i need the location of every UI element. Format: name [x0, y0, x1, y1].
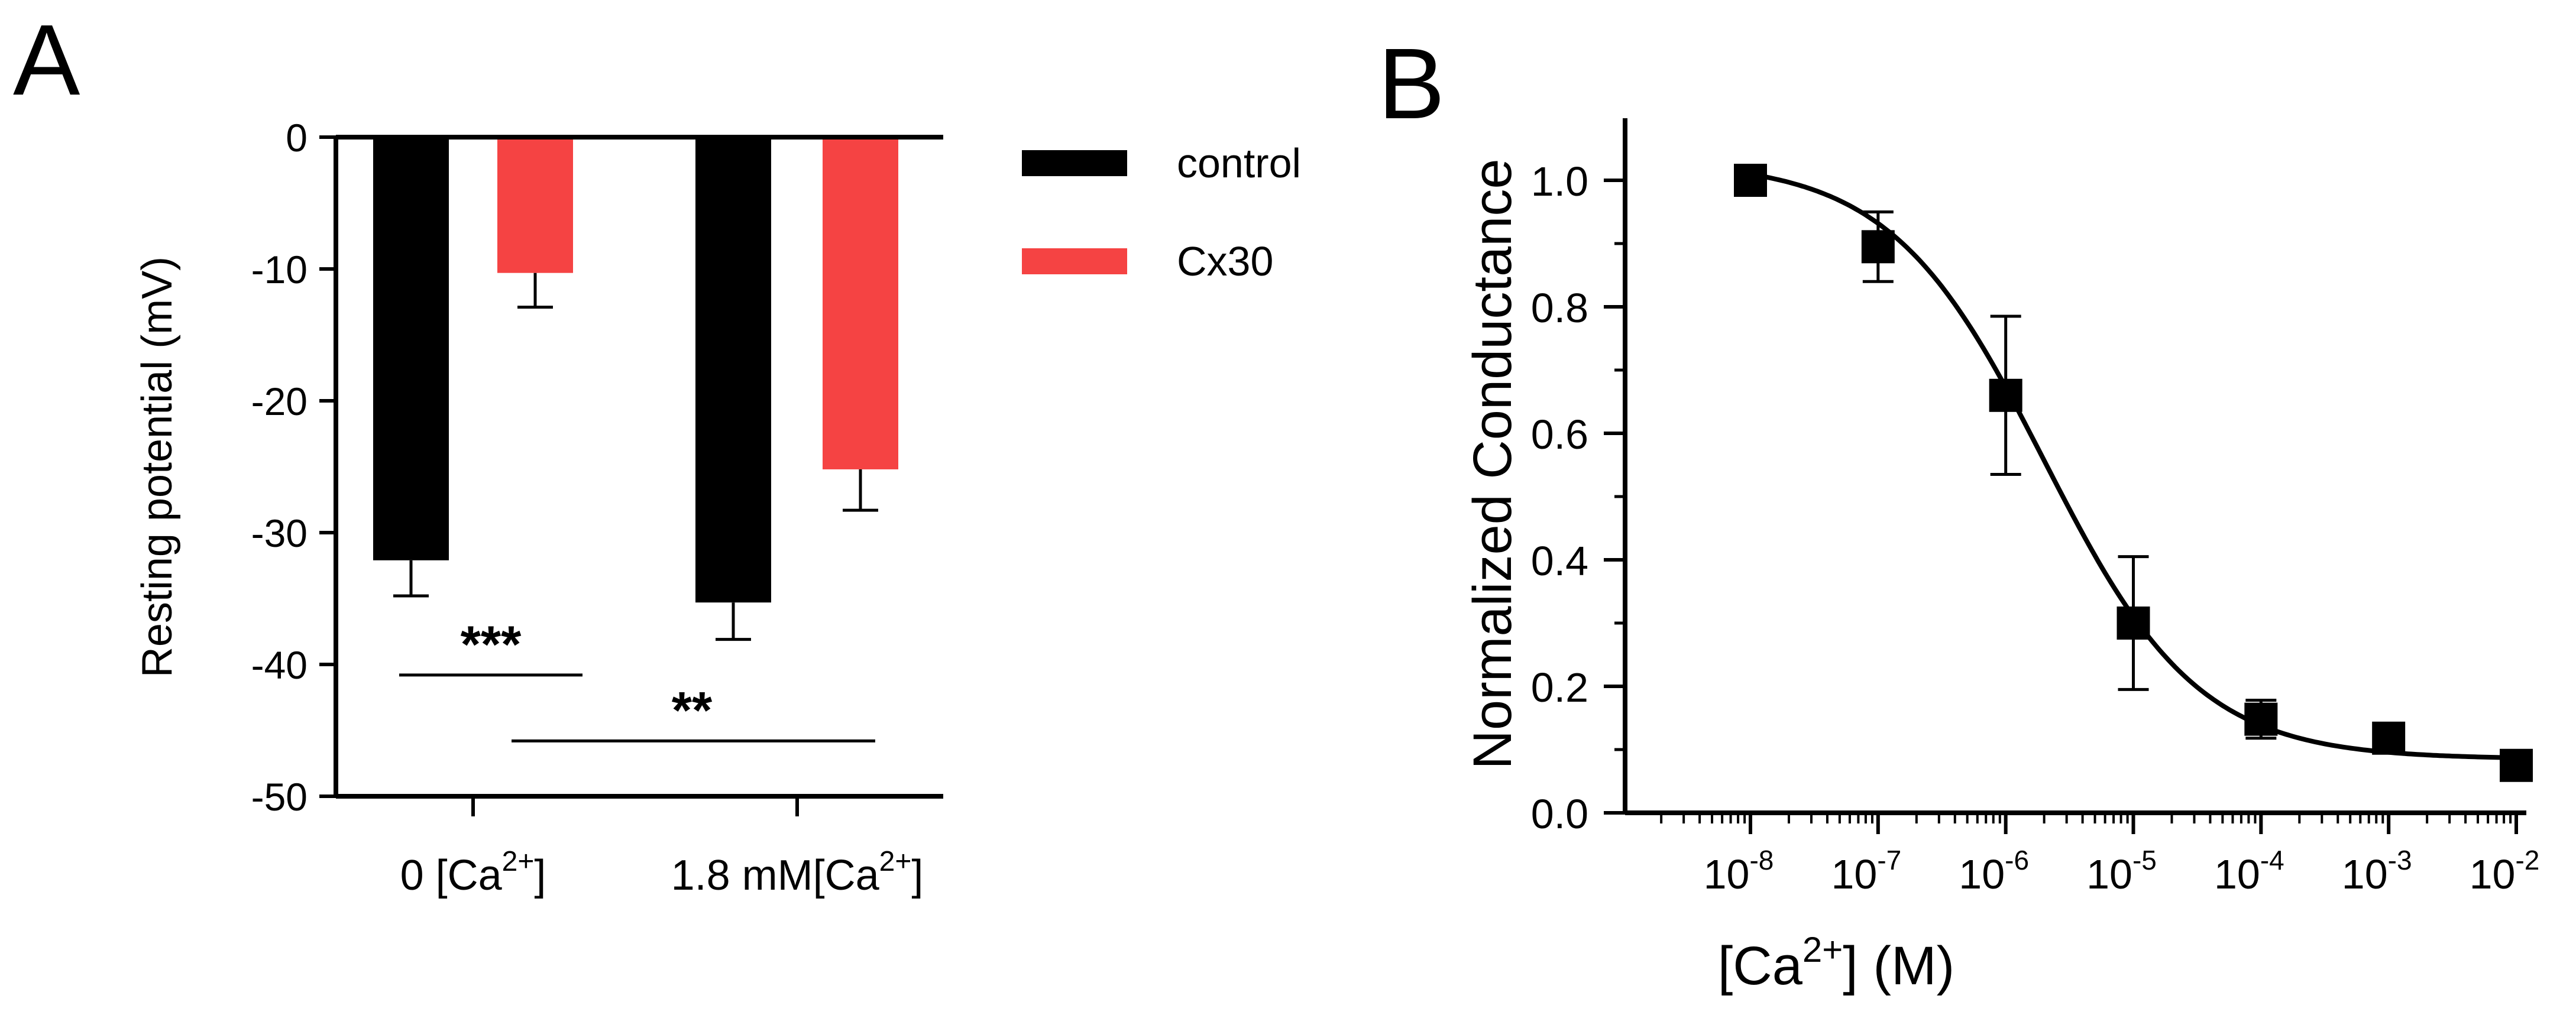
x-tick-exponent: -5	[2132, 845, 2157, 875]
x-tick-exponent: -4	[2260, 845, 2284, 875]
data-point-2	[1989, 378, 2022, 412]
data-point-3	[2117, 607, 2150, 640]
x-tick-label-b: 10-3	[2342, 845, 2412, 897]
y-tick-label-a: -20	[251, 380, 308, 423]
x-tick-label-b: 10-7	[1831, 845, 1901, 897]
y-tick-label-b: 0.0	[1531, 791, 1588, 837]
x-tick-label-b: 10-4	[2214, 845, 2284, 897]
bar-control-0	[373, 137, 449, 560]
y-tick-label-b: 0.6	[1531, 411, 1588, 458]
y-tick-label-b: 0.4	[1531, 538, 1588, 584]
x-tick-exponent: -8	[1749, 845, 1774, 875]
group-label-main: 0 [Ca	[400, 852, 503, 899]
x-axis-label-main: [Ca	[1718, 936, 1803, 996]
x-tick-exponent: -6	[2005, 845, 2029, 875]
bar-cx30-0	[497, 137, 573, 273]
bar-chart-a: Resting potential (mV) control Cx30 0 -10 -…	[134, 116, 1301, 899]
x-axis-label-sup: 2+	[1802, 930, 1843, 969]
y-axis-label-b: Normalized Conductance	[1462, 159, 1523, 770]
group-label-sup: 2+	[879, 846, 912, 877]
significance-stars-1: ***	[461, 615, 522, 673]
x-axis-label-end: ] (M)	[1843, 936, 1954, 996]
y-tick-label-b: 1.0	[1531, 158, 1588, 205]
y-tick-label-a: -40	[251, 643, 308, 687]
x-axis-label-b: [Ca2+] (M)	[1718, 930, 1955, 996]
data-point-4	[2244, 702, 2278, 736]
x-tick-base: 10	[1704, 851, 1750, 897]
data-point-6	[2500, 748, 2533, 782]
x-group-label-1: 1.8 mM[Ca2+]	[671, 846, 924, 899]
legend-label-0: control	[1177, 140, 1301, 186]
x-tick-label-b: 10-5	[2086, 845, 2157, 897]
bar-control-1	[695, 137, 771, 603]
y-axis-label-a: Resting potential (mV)	[134, 257, 181, 677]
y-tick-label-a: 0	[286, 116, 308, 160]
x-tick-base: 10	[2342, 851, 2388, 897]
x-tick-base: 10	[2214, 851, 2260, 897]
x-tick-label-b: 10-8	[1704, 845, 1774, 897]
x-tick-base: 10	[1831, 851, 1877, 897]
x-tick-base: 10	[1959, 851, 2005, 897]
x-tick-label-b: 10-6	[1959, 845, 2029, 897]
panel-b-label: B	[1378, 28, 1445, 140]
legend-a: control Cx30	[1022, 140, 1301, 284]
x-tick-base: 10	[2086, 851, 2132, 897]
legend-swatch-0	[1022, 150, 1127, 176]
x-tick-exponent: -7	[1877, 845, 1901, 875]
legend-swatch-1	[1022, 248, 1127, 274]
y-tick-label-b: 0.8	[1531, 285, 1588, 331]
x-tick-exponent: -2	[2515, 845, 2539, 875]
group-label-main: 1.8 mM[Ca	[671, 852, 880, 899]
group-label-sup: 2+	[502, 846, 535, 877]
x-tick-exponent: -3	[2388, 845, 2412, 875]
data-point-1	[1861, 230, 1895, 264]
y-tick-label-b: 0.2	[1531, 664, 1588, 711]
x-tick-label-b: 10-2	[2470, 845, 2540, 897]
y-tick-label-a: -10	[251, 248, 308, 291]
y-tick-label-a: -30	[251, 511, 308, 555]
dose-response-chart-b: Normalized Conductance [Ca2+] (M) 0.0 0.2…	[1462, 118, 2539, 996]
significance-stars-2: **	[672, 680, 713, 739]
data-point-0	[1734, 164, 1767, 197]
x-tick-base: 10	[2470, 851, 2516, 897]
panel-a-label: A	[13, 4, 80, 116]
data-point-5	[2372, 721, 2406, 755]
x-group-label-0: 0 [Ca2+]	[400, 846, 546, 899]
group-label-end: ]	[911, 852, 923, 899]
legend-label-1: Cx30	[1177, 238, 1273, 284]
y-tick-label-a: -50	[251, 775, 308, 819]
bar-cx30-1	[823, 137, 898, 469]
group-label-end: ]	[534, 852, 546, 899]
